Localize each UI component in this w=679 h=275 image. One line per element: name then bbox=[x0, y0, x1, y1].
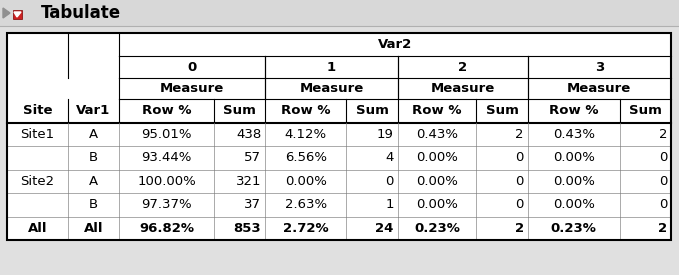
Text: 37: 37 bbox=[244, 198, 261, 211]
Text: 6.56%: 6.56% bbox=[285, 151, 327, 164]
Text: 96.82%: 96.82% bbox=[139, 222, 194, 235]
Bar bbox=[0, 0, 679, 26]
Text: 0: 0 bbox=[515, 175, 524, 188]
Bar bbox=[7, 33, 671, 240]
Text: 2: 2 bbox=[658, 222, 667, 235]
Text: 1: 1 bbox=[327, 61, 336, 74]
Bar bbox=[13, 10, 22, 19]
Text: 0: 0 bbox=[659, 175, 667, 188]
Text: B: B bbox=[89, 151, 98, 164]
Text: 2.72%: 2.72% bbox=[283, 222, 329, 235]
Text: Tabulate: Tabulate bbox=[41, 4, 121, 22]
Text: 2: 2 bbox=[515, 222, 524, 235]
Text: Measure: Measure bbox=[160, 82, 224, 95]
Text: Sum: Sum bbox=[223, 104, 256, 117]
Text: 0.23%: 0.23% bbox=[551, 222, 597, 235]
Text: 2: 2 bbox=[515, 128, 524, 141]
Text: 438: 438 bbox=[236, 128, 261, 141]
Text: Row %: Row % bbox=[412, 104, 462, 117]
Text: A: A bbox=[89, 175, 98, 188]
Text: 57: 57 bbox=[244, 151, 261, 164]
Text: 0.23%: 0.23% bbox=[414, 222, 460, 235]
Text: 2: 2 bbox=[659, 128, 667, 141]
Text: 0.00%: 0.00% bbox=[553, 175, 595, 188]
Text: 4.12%: 4.12% bbox=[285, 128, 327, 141]
Text: 0: 0 bbox=[659, 198, 667, 211]
Text: 97.37%: 97.37% bbox=[141, 198, 192, 211]
Text: Site1: Site1 bbox=[20, 128, 54, 141]
Text: Sum: Sum bbox=[356, 104, 388, 117]
Text: 0.00%: 0.00% bbox=[553, 198, 595, 211]
Text: 4: 4 bbox=[386, 151, 394, 164]
Text: 0: 0 bbox=[515, 151, 524, 164]
Text: 321: 321 bbox=[236, 175, 261, 188]
Text: Measure: Measure bbox=[299, 82, 364, 95]
Text: 0.00%: 0.00% bbox=[416, 198, 458, 211]
Text: 0.00%: 0.00% bbox=[416, 151, 458, 164]
Text: Measure: Measure bbox=[430, 82, 495, 95]
Text: 3: 3 bbox=[595, 61, 604, 74]
Text: 0: 0 bbox=[187, 61, 197, 74]
Text: Site: Site bbox=[22, 104, 52, 117]
Text: Row %: Row % bbox=[142, 104, 191, 117]
Text: 24: 24 bbox=[375, 222, 394, 235]
Text: 0: 0 bbox=[659, 151, 667, 164]
Text: Sum: Sum bbox=[485, 104, 518, 117]
Text: Site2: Site2 bbox=[20, 175, 54, 188]
Text: 0: 0 bbox=[515, 198, 524, 211]
Text: Measure: Measure bbox=[567, 82, 631, 95]
Text: 95.01%: 95.01% bbox=[141, 128, 192, 141]
Bar bbox=[7, 33, 671, 240]
Text: A: A bbox=[89, 128, 98, 141]
Text: Row %: Row % bbox=[549, 104, 598, 117]
Text: Row %: Row % bbox=[281, 104, 331, 117]
Polygon shape bbox=[3, 8, 10, 18]
Text: Sum: Sum bbox=[629, 104, 662, 117]
Text: 0.43%: 0.43% bbox=[416, 128, 458, 141]
Text: 2: 2 bbox=[458, 61, 467, 74]
Text: 19: 19 bbox=[377, 128, 394, 141]
Text: 0: 0 bbox=[386, 175, 394, 188]
Text: 0.00%: 0.00% bbox=[553, 151, 595, 164]
Text: Var2: Var2 bbox=[378, 38, 412, 51]
Text: 93.44%: 93.44% bbox=[141, 151, 191, 164]
Text: 2.63%: 2.63% bbox=[285, 198, 327, 211]
Text: 100.00%: 100.00% bbox=[137, 175, 196, 188]
Text: 1: 1 bbox=[385, 198, 394, 211]
Polygon shape bbox=[14, 12, 21, 17]
Text: All: All bbox=[84, 222, 103, 235]
Text: All: All bbox=[28, 222, 47, 235]
Text: 0.00%: 0.00% bbox=[416, 175, 458, 188]
Text: B: B bbox=[89, 198, 98, 211]
Text: 0.00%: 0.00% bbox=[285, 175, 327, 188]
Text: 0.43%: 0.43% bbox=[553, 128, 595, 141]
Text: 853: 853 bbox=[234, 222, 261, 235]
Text: Var1: Var1 bbox=[77, 104, 111, 117]
